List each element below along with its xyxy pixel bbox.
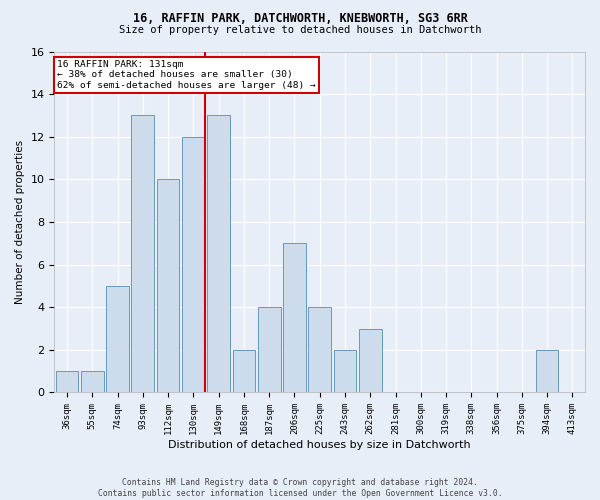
Bar: [359, 328, 382, 392]
Bar: [334, 350, 356, 393]
Bar: [283, 244, 306, 392]
Bar: [258, 307, 281, 392]
Text: 16 RAFFIN PARK: 131sqm
← 38% of detached houses are smaller (30)
62% of semi-det: 16 RAFFIN PARK: 131sqm ← 38% of detached…: [57, 60, 316, 90]
Bar: [131, 116, 154, 392]
Y-axis label: Number of detached properties: Number of detached properties: [15, 140, 25, 304]
Bar: [56, 371, 79, 392]
X-axis label: Distribution of detached houses by size in Datchworth: Distribution of detached houses by size …: [169, 440, 471, 450]
Text: Size of property relative to detached houses in Datchworth: Size of property relative to detached ho…: [119, 25, 481, 35]
Bar: [157, 180, 179, 392]
Bar: [308, 307, 331, 392]
Bar: [106, 286, 129, 393]
Bar: [207, 116, 230, 392]
Text: Contains HM Land Registry data © Crown copyright and database right 2024.
Contai: Contains HM Land Registry data © Crown c…: [98, 478, 502, 498]
Text: 16, RAFFIN PARK, DATCHWORTH, KNEBWORTH, SG3 6RR: 16, RAFFIN PARK, DATCHWORTH, KNEBWORTH, …: [133, 12, 467, 26]
Bar: [81, 371, 104, 392]
Bar: [182, 136, 205, 392]
Bar: [233, 350, 255, 393]
Bar: [536, 350, 559, 393]
